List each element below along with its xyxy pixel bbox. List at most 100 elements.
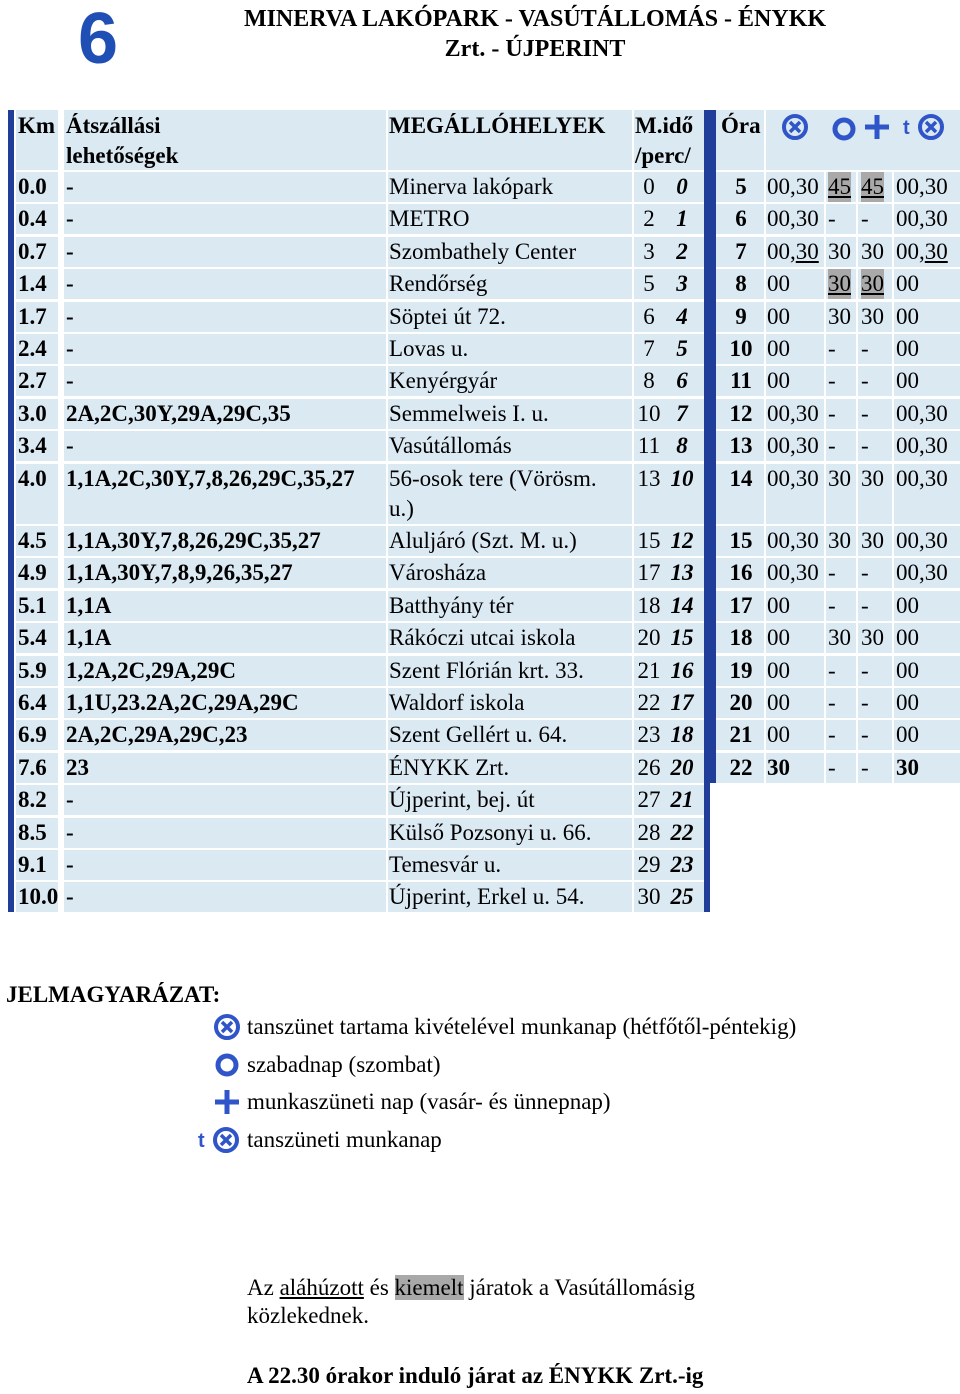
minutes-saturday: 30 [828,528,851,553]
route-title-line2: Zrt. - ÚJPERINT [444,36,626,62]
hour-row-bg [894,720,960,751]
travel-time-alt: 1 [676,206,688,232]
row-bg [64,817,386,848]
row-bg [388,334,632,364]
travel-time-alt: 6 [676,368,688,394]
row-bg [16,204,58,235]
row-bg [634,431,704,462]
hour-row-bg [826,463,856,524]
travel-time: 8 [643,368,655,394]
stop-transfer: 1,1U,23.2A,2C,29A,29C [66,690,299,715]
row-bg [634,204,704,235]
row-bg [388,688,632,718]
stop-name: Temesvár u. [389,852,502,877]
stop-km: 0.0 [18,174,47,199]
row-bg [16,301,58,332]
header-cell-bg [766,110,960,170]
minutes-holiday: 30 [861,303,884,329]
hour-row-bg [826,204,856,235]
minutes-saturday: - [828,754,836,780]
minutes-holiday: - [861,336,869,361]
row-bg [64,623,386,654]
row-bg [16,785,58,816]
minutes-underlined: 30 [795,238,819,264]
travel-time: 0 [643,174,655,199]
hour-row-bg [766,623,824,654]
hour-row-bg [716,752,764,783]
travel-time: 6 [643,303,655,329]
hour-row-bg [766,688,824,718]
hour-row-bg [766,655,824,686]
hour-row-bg [826,431,856,462]
minutes-weekday: 00,30 [767,465,819,491]
row-bg [388,526,632,556]
minutes-holiday: 30 [861,528,884,553]
hour-row-bg [858,526,892,556]
minutes-weekday: 00,30 [767,433,819,459]
minutes-saturday: - [828,206,836,232]
stop-name: Kenyérgyár [389,368,498,394]
hour-row-bg [826,236,856,267]
row-bg [64,526,386,556]
stop-km: 4.0 [18,465,47,491]
minutes-underlined: 30 [924,238,948,264]
hour-row-bg [766,204,824,235]
hour-value: 8 [735,271,747,297]
travel-time-alt: 10 [670,465,694,491]
minutes-school-break: 00 [896,592,919,618]
row-bg [634,590,704,621]
header-stops: MEGÁLLÓHELYEK [389,113,606,138]
row-bg [388,398,632,429]
stop-km: 10.0 [18,884,59,910]
hour-row-bg [894,752,960,783]
travel-time: 26 [637,754,661,780]
hour-row-bg [858,688,892,718]
row-bg [634,558,704,589]
hour-row-bg [858,366,892,397]
row-bg [388,236,632,267]
travel-time-alt: 23 [670,852,694,877]
row-bg [634,526,704,556]
hour-row-bg [826,558,856,589]
hour-row-bg [716,558,764,589]
stop-name: Rákóczi utcai iskola [389,625,576,651]
stop-name: Lovas u. [389,336,469,361]
minutes-holiday: 30 [861,269,884,300]
stop-name: Waldorf iskola [389,690,525,715]
minutes-saturday: 30 [828,303,851,329]
row-bg [64,688,386,718]
minutes-school-break: 00,30 [896,400,948,426]
hour-value: 19 [729,657,753,683]
row-bg [64,850,386,880]
note: Az aláhúzott és kiemelt járatok a Vasútá… [247,1274,695,1330]
stop-transfer: - [66,336,74,361]
stop-km: 2.7 [18,368,47,394]
row-bg [16,623,58,654]
hour-row-bg [894,590,960,621]
hour-row-bg [766,752,824,783]
hour-row-bg [766,366,824,397]
row-bg [16,463,58,524]
note-line2: közlekednek. [247,1303,369,1328]
stop-name: Minerva lakópark [389,174,554,199]
hour-row-bg [894,558,960,589]
travel-time: 30 [637,884,661,910]
school-break-icon [214,1014,240,1040]
hour-value: 21 [729,722,753,748]
minutes-holiday: 30 [861,465,884,491]
travel-time-alt: 2 [676,238,688,264]
travel-time: 2 [643,206,655,232]
header-travel-time-2: /perc/ [635,143,691,168]
hour-value: 9 [735,303,747,329]
minutes-school-break: 00 [896,368,919,394]
minutes-saturday: 30 [828,238,851,264]
hour-row-bg [716,431,764,462]
minutes-weekday: 00 [767,592,790,618]
minutes-saturday: - [828,368,836,394]
minutes-saturday: - [828,592,836,618]
minutes-weekday: 00 [767,336,790,361]
row-bg [64,785,386,816]
hour-row-bg [716,366,764,397]
hour-row-bg [716,334,764,364]
minutes-saturday: 30 [828,465,851,491]
